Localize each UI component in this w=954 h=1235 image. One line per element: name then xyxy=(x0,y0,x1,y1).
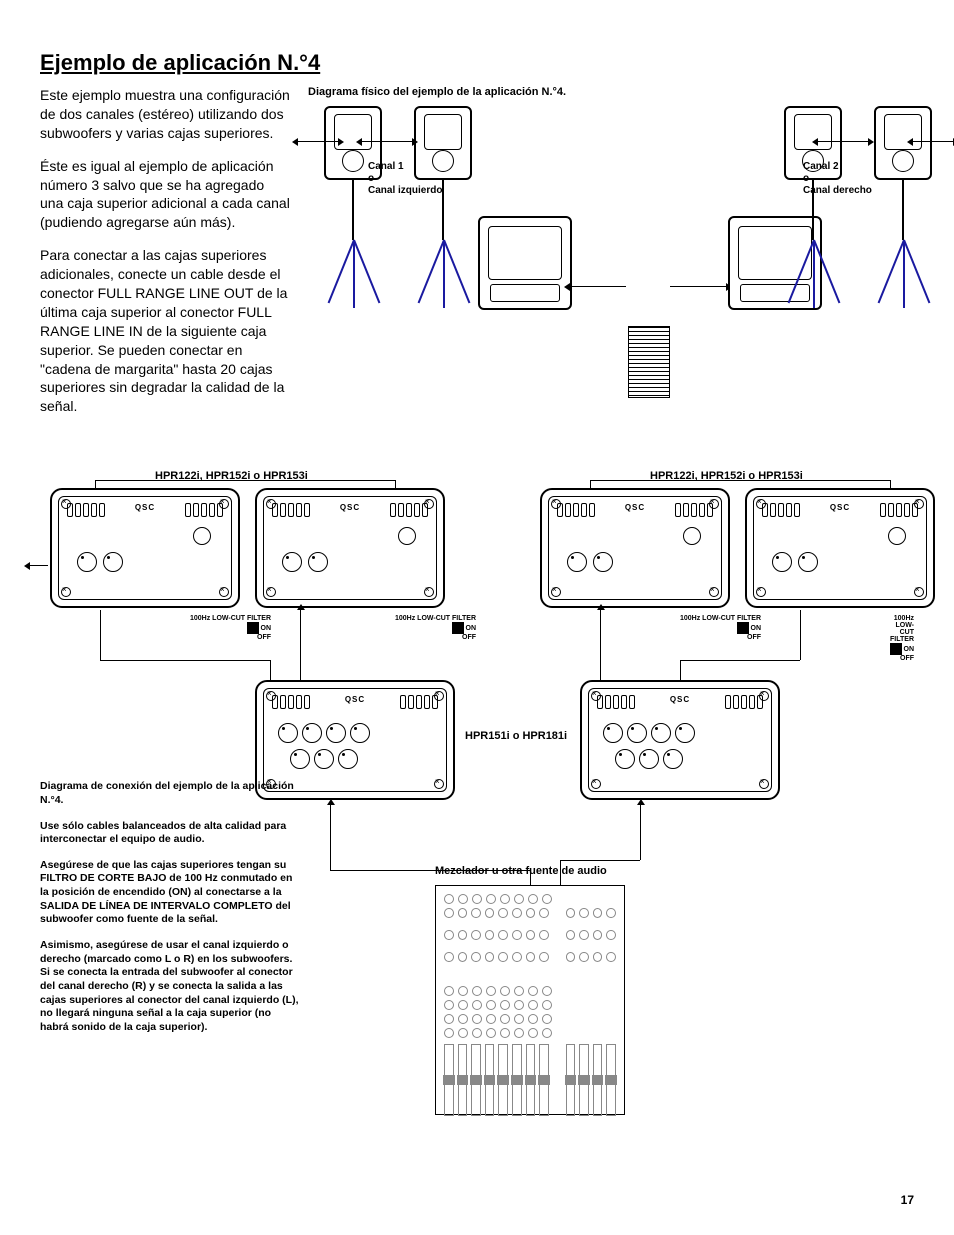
speaker-stand-left-inner xyxy=(398,106,488,310)
connection-notes: Diagrama de conexión del ejemplo de la a… xyxy=(40,780,300,1046)
wire xyxy=(95,480,395,481)
filter-label: 100Hz LOW-CUT FILTER ONOFF xyxy=(190,615,271,641)
wire xyxy=(800,610,801,660)
arrow-icon xyxy=(362,141,412,142)
intro-p1: Este ejemplo muestra una configuración d… xyxy=(40,86,290,143)
arrow-icon xyxy=(913,141,953,142)
wire xyxy=(100,660,270,661)
top-speaker-panel-1: QSC xyxy=(50,488,240,608)
page-number: 17 xyxy=(901,1193,914,1207)
note-3: Asegúrese de que las cajas superiores te… xyxy=(40,859,300,927)
speaker-stand-right-outer xyxy=(858,106,948,310)
mixer-large-icon xyxy=(435,885,625,1115)
arrow-icon xyxy=(298,141,338,142)
channel-right-label: Canal 2 o Canal derecho xyxy=(803,161,872,197)
brand-label: QSC xyxy=(340,503,360,512)
mixer-small-icon xyxy=(628,326,670,398)
page-title: Ejemplo de aplicación N.°4 xyxy=(40,50,914,76)
intro-p2: Éste es igual al ejemplo de aplicación n… xyxy=(40,157,290,233)
wire xyxy=(680,660,800,661)
top-speaker-panel-3: QSC xyxy=(540,488,730,608)
brand-label: QSC xyxy=(345,695,365,704)
model-label-sub: HPR151i o HPR181i xyxy=(465,730,567,742)
sub-panel-right: QSC xyxy=(580,680,780,800)
arrow-icon xyxy=(818,141,868,142)
brand-label: QSC xyxy=(135,503,155,512)
brand-label: QSC xyxy=(670,695,690,704)
speaker-stand-right-inner xyxy=(768,106,858,310)
intro-p3: Para conectar a las cajas superiores adi… xyxy=(40,246,290,416)
wire xyxy=(30,565,48,566)
wire xyxy=(300,610,301,680)
arrow-icon xyxy=(670,286,726,287)
physical-diagram: Canal 1 o Canal izquierdo xyxy=(308,106,914,406)
speaker-icon xyxy=(874,106,932,180)
intro-text: Este ejemplo muestra una configuración d… xyxy=(40,86,290,430)
channel-left-label: Canal 1 o Canal izquierdo xyxy=(368,161,442,197)
filter-label: 100Hz LOW-CUT FILTER ONOFF xyxy=(680,615,761,641)
note-2: Use sólo cables balanceados de alta cali… xyxy=(40,820,300,847)
subwoofer-left-icon xyxy=(478,216,572,310)
note-1: Diagrama de conexión del ejemplo de la a… xyxy=(40,780,300,807)
wire xyxy=(640,805,641,860)
mixer-label: Mezclador u otra fuente de audio xyxy=(435,865,607,877)
brand-label: QSC xyxy=(830,503,850,512)
wire xyxy=(600,610,601,680)
wire xyxy=(100,610,101,660)
physical-diagram-title: Diagrama físico del ejemplo de la aplica… xyxy=(308,86,914,98)
top-speaker-panel-2: QSC xyxy=(255,488,445,608)
wire xyxy=(330,805,331,870)
top-speaker-panel-4: QSC xyxy=(745,488,935,608)
wire xyxy=(590,480,890,481)
filter-label: 100Hz LOW-CUT FILTER ONOFF xyxy=(395,615,476,641)
note-4: Asimismo, asegúrese de usar el canal izq… xyxy=(40,939,300,1034)
arrow-icon xyxy=(570,286,626,287)
connection-diagram: HPR122i, HPR152i o HPR153i HPR122i, HPR1… xyxy=(40,470,914,1150)
speaker-stand-left-outer xyxy=(308,106,398,310)
filter-label: 100Hz LOW-CUT FILTER ONOFF xyxy=(885,615,914,662)
brand-label: QSC xyxy=(625,503,645,512)
